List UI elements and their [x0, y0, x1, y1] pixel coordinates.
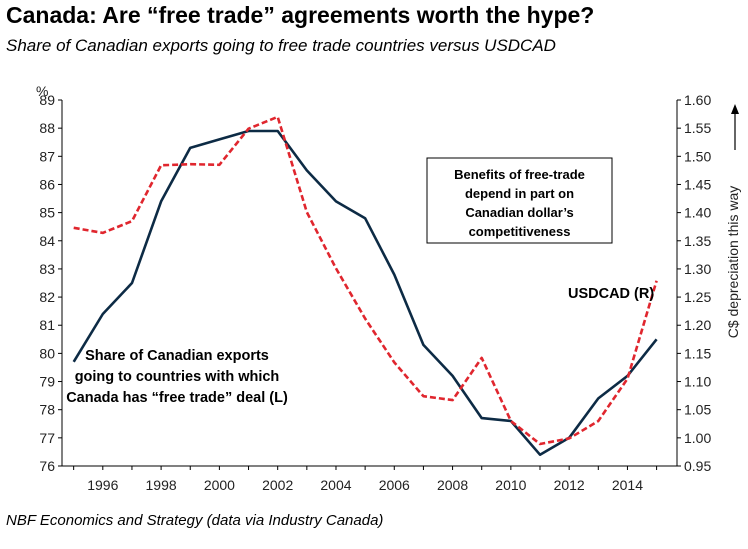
right-tick-label: 1.35 — [684, 233, 711, 249]
right-tick-label: 1.60 — [684, 92, 711, 108]
right-tick-label: 1.00 — [684, 430, 711, 446]
share-annotation-line: going to countries with which — [75, 369, 280, 385]
callout-box — [426, 157, 613, 244]
x-tick-label: 2002 — [262, 477, 293, 493]
right-tick-label: 0.95 — [684, 458, 711, 474]
x-tick-label: 2006 — [379, 477, 410, 493]
x-tick-label: 2012 — [554, 477, 585, 493]
annotation-layer: Share of Canadian exports going to countr… — [66, 157, 654, 406]
right-tick-label: 1.15 — [684, 345, 711, 361]
share-annotation-line: Canada has “free trade” deal (L) — [66, 390, 288, 406]
right-tick-label: 1.25 — [684, 289, 711, 305]
depreciation-arrow-head — [731, 104, 739, 114]
right-tick-label: 1.10 — [684, 374, 711, 390]
right-axis-label: C$ depreciation this way — [725, 186, 741, 339]
right-tick-label: 1.40 — [684, 205, 711, 221]
left-tick-label: 84 — [39, 233, 55, 249]
right-tick-label: 1.20 — [684, 317, 711, 333]
right-tick-label: 1.55 — [684, 120, 711, 136]
x-tick-label: 2014 — [612, 477, 643, 493]
x-tick-label: 1996 — [87, 477, 118, 493]
left-tick-label: 77 — [39, 430, 55, 446]
left-tick-label: 82 — [39, 289, 55, 305]
left-tick-label: 76 — [39, 458, 55, 474]
source-note: NBF Economics and Strategy (data via Ind… — [6, 512, 384, 529]
left-tick-label: 83 — [39, 261, 55, 277]
axes: 76 77 78 79 80 81 82 83 84 85 86 87 88 89% 0.95 1.00 1.0… — [36, 83, 741, 493]
left-tick-label: 86 — [39, 176, 55, 192]
left-tick-label: 87 — [39, 148, 55, 164]
x-tick-label: 2008 — [437, 477, 468, 493]
series-layer — [72, 115, 658, 456]
callout-box-line: Canadian dollar’s — [465, 205, 573, 220]
right-tick-label: 1.50 — [684, 148, 711, 164]
right-tick-label: 1.30 — [684, 261, 711, 277]
share-annotation-line: Share of Canadian exports — [85, 348, 269, 364]
left-axis-unit: % — [36, 83, 48, 99]
left-tick-label: 88 — [39, 120, 55, 136]
left-tick-label: 81 — [39, 317, 55, 333]
usdcad-annotation: USDCAD (R) — [568, 286, 654, 302]
callout-box-line: competitiveness — [469, 224, 571, 239]
series-line-usdcad — [73, 115, 658, 446]
x-tick-label: 2000 — [204, 477, 235, 493]
callout-box-line: Benefits of free-trade — [454, 167, 585, 182]
callout-box-line: depend in part on — [465, 186, 574, 201]
left-tick-label: 89 — [39, 92, 55, 108]
left-tick-label: 80 — [39, 345, 55, 361]
left-tick-label: 79 — [39, 374, 55, 390]
series-line-share — [72, 129, 658, 456]
chart-subtitle: Share of Canadian exports going to free … — [6, 36, 556, 55]
x-tick-label: 1998 — [146, 477, 177, 493]
right-tick-label: 1.45 — [684, 176, 711, 192]
x-tick-label: 2010 — [495, 477, 526, 493]
left-tick-label: 78 — [39, 402, 55, 418]
chart-title: Canada: Are “free trade” agreements wort… — [6, 2, 595, 28]
left-tick-label: 85 — [39, 205, 55, 221]
right-tick-label: 1.05 — [684, 402, 711, 418]
x-tick-label: 2004 — [320, 477, 351, 493]
